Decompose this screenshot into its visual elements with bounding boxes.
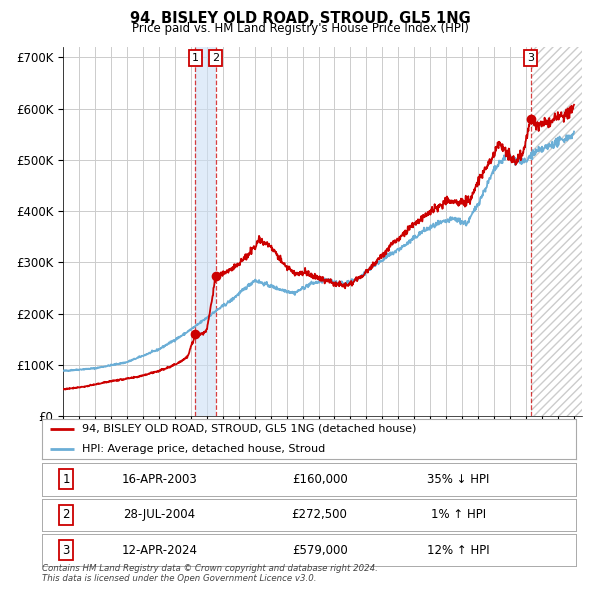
Text: 1: 1 <box>192 53 199 63</box>
Text: Contains HM Land Registry data © Crown copyright and database right 2024.: Contains HM Land Registry data © Crown c… <box>42 565 378 573</box>
Text: 94, BISLEY OLD ROAD, STROUD, GL5 1NG (detached house): 94, BISLEY OLD ROAD, STROUD, GL5 1NG (de… <box>82 424 416 434</box>
Text: 16-APR-2003: 16-APR-2003 <box>122 473 197 486</box>
Text: 2: 2 <box>212 53 220 63</box>
Text: 12-APR-2024: 12-APR-2024 <box>121 543 197 557</box>
Text: 35% ↓ HPI: 35% ↓ HPI <box>427 473 490 486</box>
Text: 3: 3 <box>527 53 534 63</box>
Text: 28-JUL-2004: 28-JUL-2004 <box>124 508 196 522</box>
Text: £272,500: £272,500 <box>292 508 347 522</box>
Bar <box>196 47 216 416</box>
Text: 1% ↑ HPI: 1% ↑ HPI <box>431 508 486 522</box>
Text: HPI: Average price, detached house, Stroud: HPI: Average price, detached house, Stro… <box>82 444 325 454</box>
Text: Price paid vs. HM Land Registry's House Price Index (HPI): Price paid vs. HM Land Registry's House … <box>131 22 469 35</box>
Bar <box>530 47 582 416</box>
Text: 94, BISLEY OLD ROAD, STROUD, GL5 1NG: 94, BISLEY OLD ROAD, STROUD, GL5 1NG <box>130 11 470 25</box>
Text: 2: 2 <box>62 508 70 522</box>
Text: £160,000: £160,000 <box>292 473 347 486</box>
Text: 3: 3 <box>62 543 70 557</box>
Text: 1: 1 <box>62 473 70 486</box>
Text: £579,000: £579,000 <box>292 543 347 557</box>
Text: 12% ↑ HPI: 12% ↑ HPI <box>427 543 490 557</box>
Text: This data is licensed under the Open Government Licence v3.0.: This data is licensed under the Open Gov… <box>42 574 317 583</box>
